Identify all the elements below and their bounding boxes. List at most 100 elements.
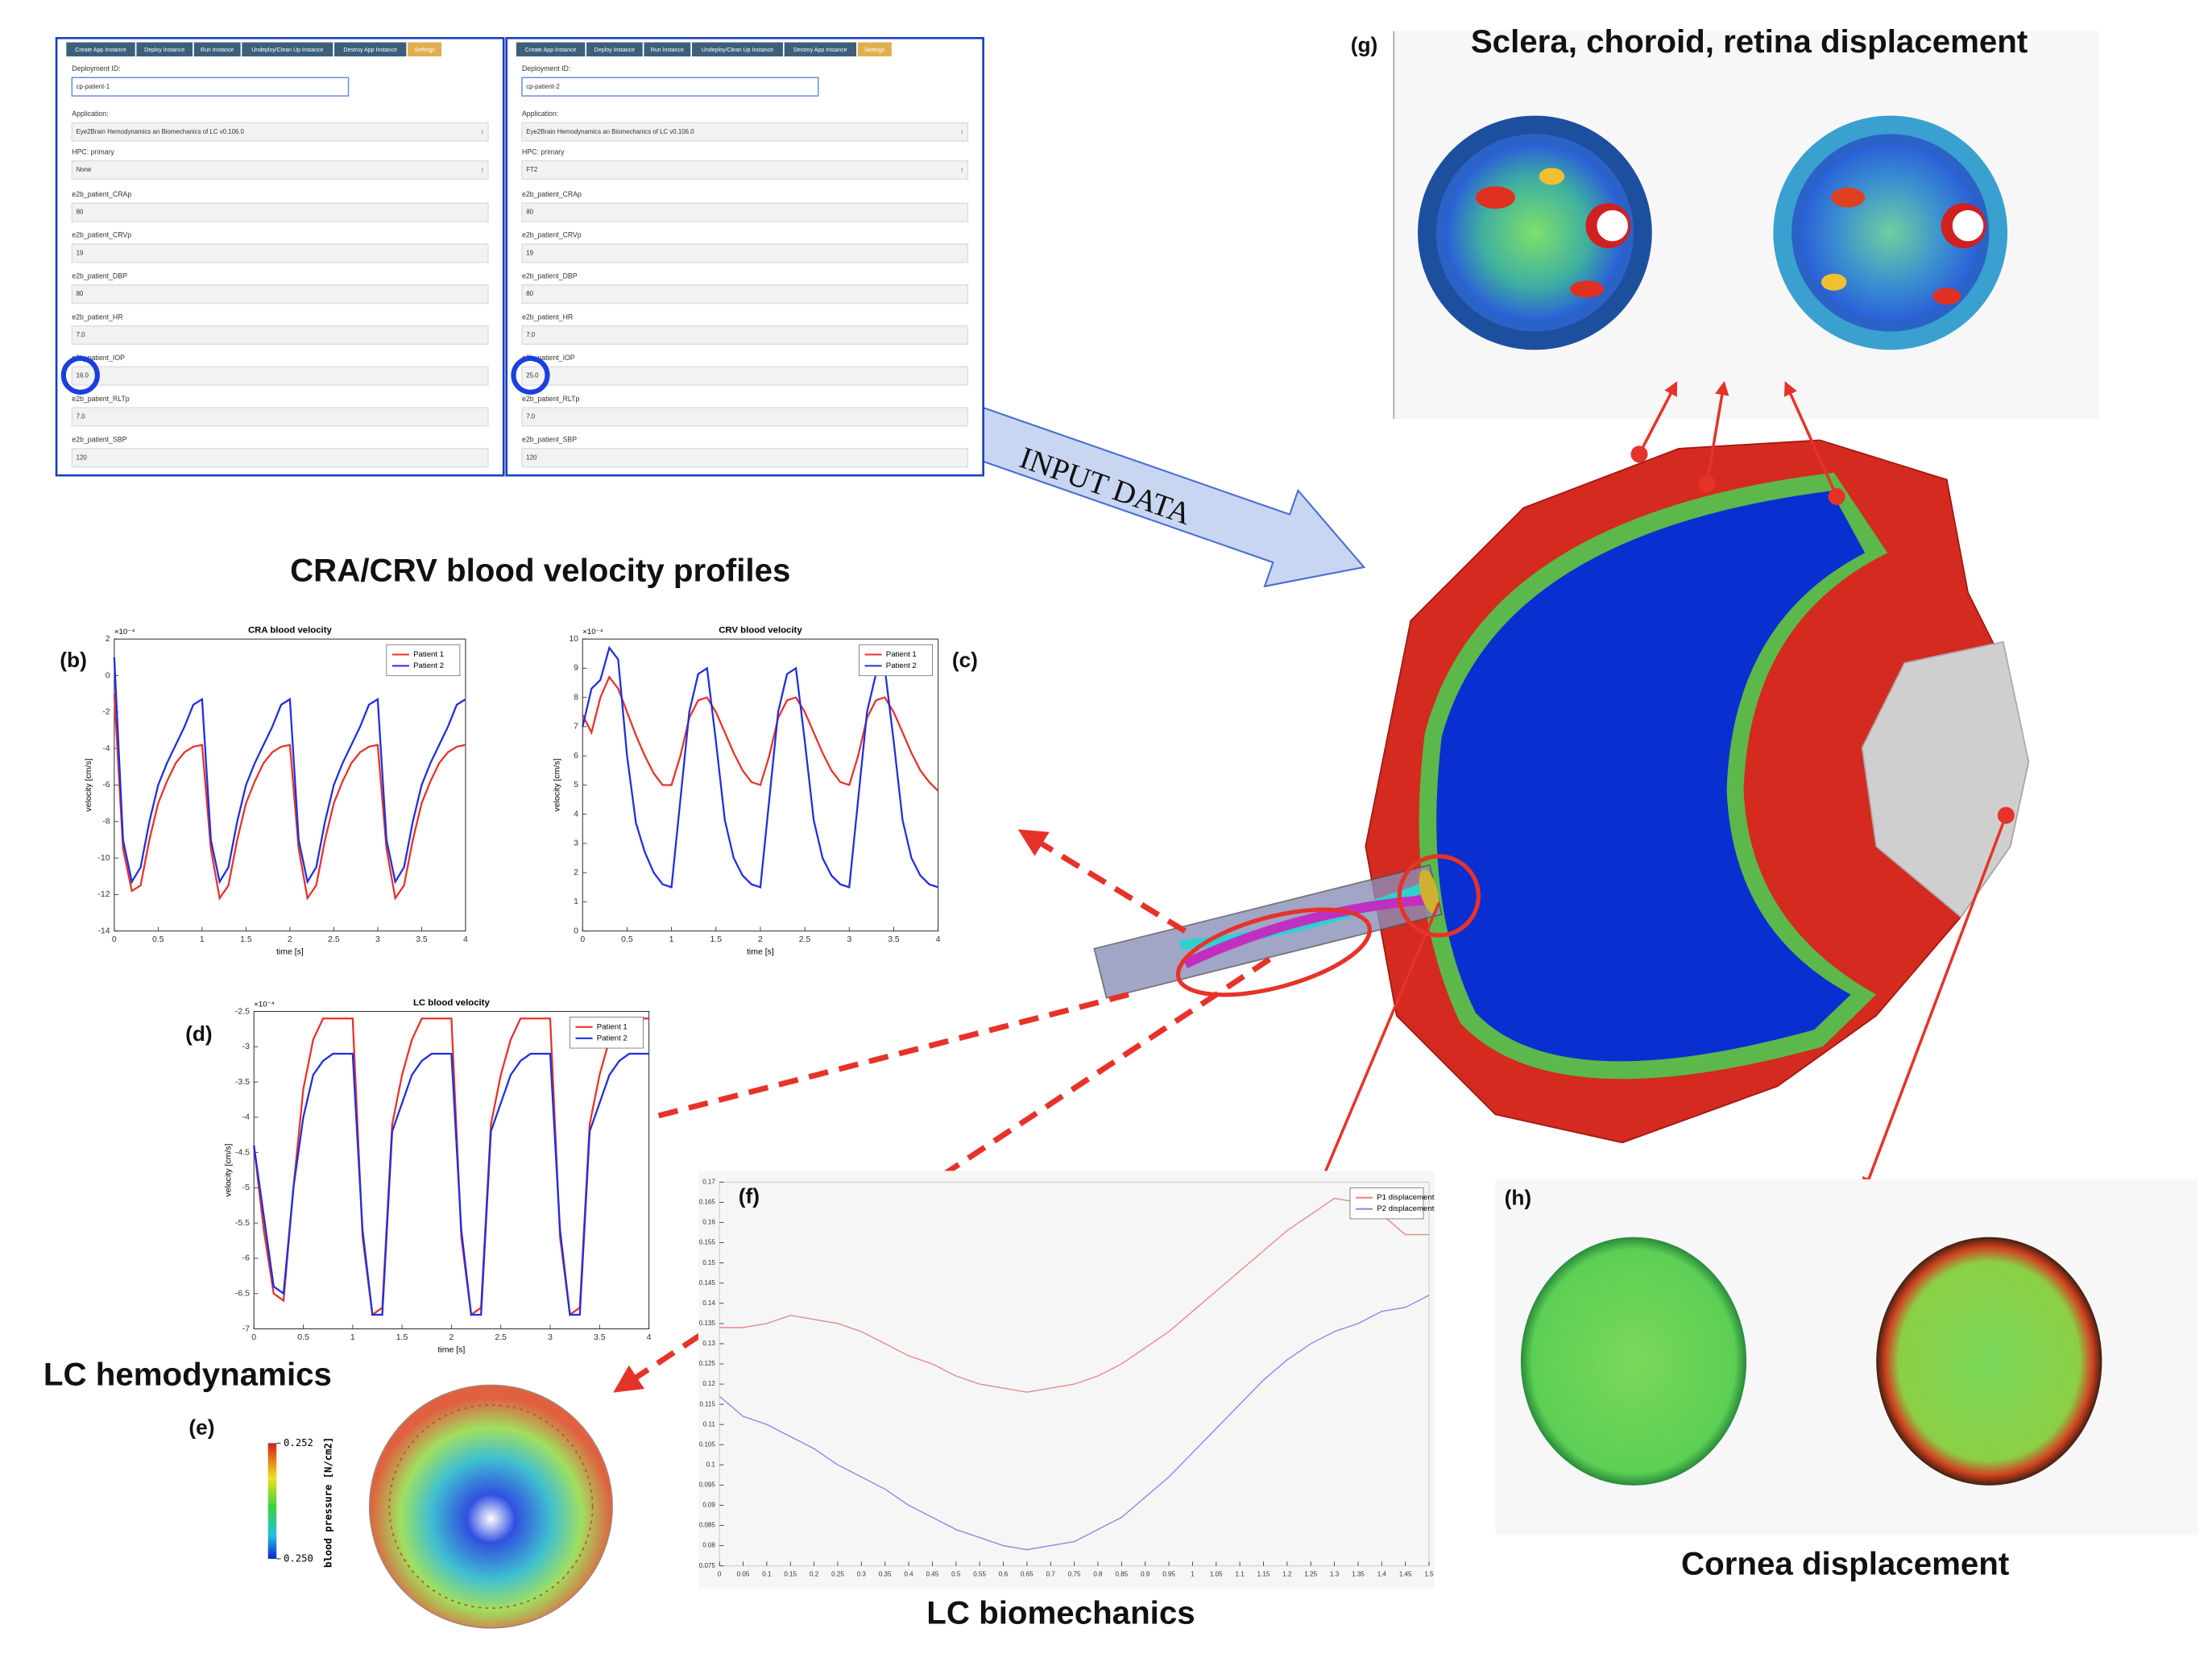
- field-input[interactable]: [71, 243, 489, 263]
- tab[interactable]: [193, 42, 241, 57]
- field-input[interactable]: [71, 160, 489, 180]
- field-input[interactable]: [521, 407, 969, 427]
- x-tick-label: 0.6: [999, 1570, 1009, 1577]
- field-label: e2b_patient_CRVp: [522, 231, 582, 239]
- y-tick-label: 0.165: [699, 1199, 716, 1206]
- y-tick-label: -5: [242, 1183, 250, 1192]
- y-tick-label: 0.11: [703, 1420, 716, 1428]
- tab-label: Destroy App Instance: [343, 48, 397, 53]
- cornea-disc: [1520, 1237, 1747, 1486]
- colorbar-tick-label: 0.252: [284, 1437, 313, 1448]
- field-value: 80: [77, 209, 84, 216]
- x-tick-label: 1.3: [1330, 1570, 1340, 1577]
- x-tick-label: 4: [647, 1332, 652, 1342]
- y-tick-label: -2: [102, 707, 110, 717]
- field-input[interactable]: [521, 284, 969, 305]
- y-tick-label: -4.5: [235, 1147, 250, 1157]
- colorbar: [267, 1443, 277, 1559]
- colorbar-title: blood pressure [N/cm2]: [323, 1437, 334, 1568]
- field-input[interactable]: [521, 77, 819, 97]
- field-label: Application:: [522, 110, 558, 118]
- tab[interactable]: [644, 42, 691, 57]
- tab[interactable]: [692, 42, 783, 57]
- field-value: 19: [526, 249, 533, 256]
- y-tick-label: -6.5: [235, 1289, 250, 1299]
- field-value: 16.0: [77, 372, 89, 379]
- caption: LC hemodynamics: [43, 1357, 332, 1393]
- field-input[interactable]: [71, 448, 489, 468]
- field-label: e2b_patient_SBP: [72, 436, 126, 444]
- tab[interactable]: [408, 42, 442, 57]
- x-tick-label: 1.5: [710, 935, 722, 944]
- field-label: e2b_patient_DBP: [72, 272, 127, 280]
- tab-label: Deploy Instance: [144, 48, 184, 53]
- field-input[interactable]: [71, 407, 489, 427]
- legend-box: [1349, 1187, 1424, 1220]
- x-tick-label: 1: [1191, 1570, 1195, 1577]
- x-tick-label: 1.1: [1236, 1570, 1245, 1577]
- colorbar-tick-label: 0.250: [284, 1552, 313, 1564]
- field-input[interactable]: [71, 202, 489, 222]
- highlight-ellipse: [1175, 907, 1372, 997]
- field-value: 7.0: [77, 331, 86, 338]
- field-value: cp-patient-2: [526, 83, 560, 90]
- tab[interactable]: [136, 42, 193, 57]
- x-tick-label: 0: [718, 1570, 722, 1577]
- eye-model: [1365, 439, 2030, 1144]
- field-value: 7.0: [526, 331, 536, 338]
- x-tick-label: 0.65: [1021, 1570, 1034, 1577]
- tab[interactable]: [242, 42, 333, 57]
- y-tick-label: 9: [574, 663, 578, 673]
- field-input[interactable]: [71, 325, 489, 345]
- field-input[interactable]: [521, 243, 969, 263]
- panel-label: (g): [1351, 33, 1378, 57]
- y-tick-label: 0.085: [699, 1522, 716, 1529]
- field-value: Eye2Brain Hemodynamics an Biomechanics o…: [77, 128, 245, 135]
- tab-label: Deploy Instance: [594, 48, 635, 53]
- y-tick-label: -6: [242, 1254, 250, 1263]
- legend-label: Patient 2: [597, 1034, 628, 1042]
- x-tick-label: 2.5: [495, 1332, 507, 1342]
- y-tick-label: 0.08: [702, 1542, 715, 1549]
- field-value: 120: [526, 454, 537, 461]
- field-input[interactable]: [521, 160, 969, 180]
- tab[interactable]: [784, 42, 857, 57]
- field-label: HPC: primary: [522, 147, 565, 155]
- tab-label: Create App Instance: [75, 48, 126, 53]
- panel-label: (h): [1505, 1185, 1532, 1209]
- field-input[interactable]: [521, 366, 969, 386]
- tab[interactable]: [334, 42, 407, 57]
- x-tick-label: 0.5: [152, 935, 164, 944]
- x-tick-label: 1: [200, 935, 205, 944]
- tab[interactable]: [66, 42, 135, 57]
- field-input[interactable]: [521, 122, 969, 142]
- field-input[interactable]: [71, 284, 489, 305]
- field-label: e2b_patient_SBP: [522, 436, 577, 444]
- field-input[interactable]: [71, 122, 489, 142]
- data-line: [719, 1197, 1430, 1393]
- field-input[interactable]: [71, 77, 350, 97]
- data-line: [113, 694, 466, 901]
- tab-label: Settings: [414, 48, 435, 53]
- tab[interactable]: [516, 42, 586, 57]
- highlight-circle: [60, 355, 100, 395]
- legend-label: P1 displacement: [1377, 1193, 1434, 1202]
- plot-area: [114, 638, 466, 932]
- panel-label: (e): [188, 1415, 214, 1440]
- panel-label: (d): [185, 1022, 213, 1046]
- x-tick-label: 0.8: [1093, 1570, 1103, 1577]
- field-value: 19: [77, 249, 84, 256]
- y-tick-label: 0.145: [699, 1279, 716, 1287]
- field-input[interactable]: [521, 202, 969, 222]
- field-input[interactable]: [521, 448, 969, 468]
- y-tick-label: 0: [106, 670, 110, 680]
- x-tick-label: 1.05: [1210, 1570, 1223, 1577]
- tab[interactable]: [857, 42, 892, 57]
- y-tick-label: 5: [574, 780, 578, 789]
- field-input[interactable]: [71, 366, 489, 386]
- field-input[interactable]: [521, 325, 969, 345]
- x-tick-label: 4: [936, 935, 941, 944]
- tab[interactable]: [586, 42, 643, 57]
- field-label: e2b_patient_CRVp: [72, 231, 131, 239]
